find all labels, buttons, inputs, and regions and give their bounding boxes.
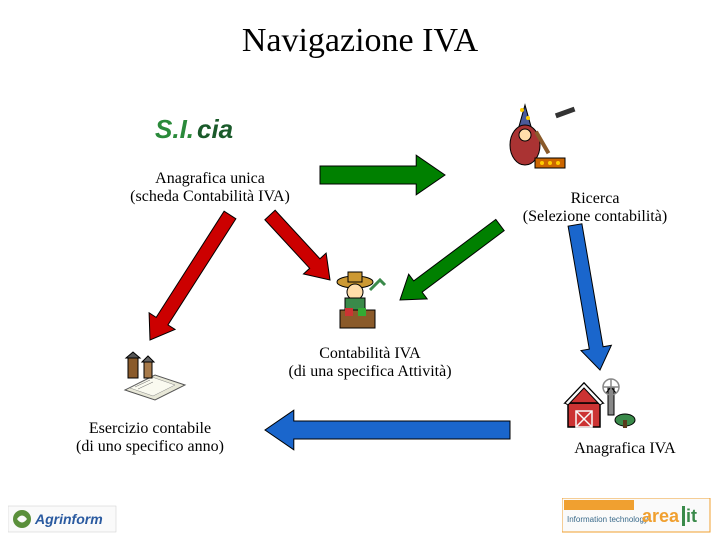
wizard-icon	[500, 100, 580, 175]
label-contabilita-iva: Contabilità IVA (di una specifica Attivi…	[270, 345, 470, 382]
text-line: (di una specifica Attività)	[288, 363, 451, 380]
svg-text:it: it	[686, 506, 697, 526]
svg-text:Information technology: Information technology	[567, 515, 648, 524]
label-esercizio: Esercizio contabile (di uno specifico an…	[60, 420, 240, 457]
areait-logo: Information technology area it	[562, 498, 712, 534]
barn-icon	[560, 375, 640, 435]
text-line: Contabilità IVA	[319, 345, 420, 362]
svg-text:area: area	[642, 506, 680, 526]
text-line: Ricerca	[571, 190, 620, 207]
farmer-icon	[330, 270, 390, 340]
text-line: (di uno specifico anno)	[76, 438, 224, 455]
svg-text:cia: cia	[197, 114, 233, 144]
text-line: (scheda Contabilità IVA)	[130, 188, 290, 205]
label-anagrafica-unica: Anagrafica unica (scheda Contabilità IVA…	[110, 170, 310, 207]
document-icon	[120, 350, 190, 410]
page-title: Navigazione IVA	[0, 22, 720, 60]
agrinform-logo: Agrinform	[8, 504, 118, 534]
label-ricerca: Ricerca (Selezione contabilità)	[505, 190, 685, 227]
svg-text:Agrinform: Agrinform	[34, 511, 103, 527]
label-anagrafica-iva: Anagrafica IVA	[555, 440, 695, 458]
svg-text:S.I.: S.I.	[155, 114, 194, 144]
text-line: Anagrafica IVA	[574, 440, 675, 457]
text-line: Anagrafica unica	[155, 170, 265, 187]
sicia-logo-icon: S.I. cia	[155, 108, 265, 153]
text-line: Esercizio contabile	[89, 420, 211, 437]
text-line: (Selezione contabilità)	[523, 208, 667, 225]
